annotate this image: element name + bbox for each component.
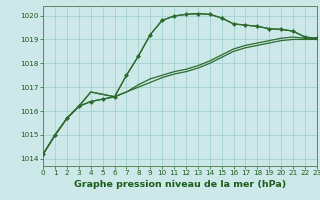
X-axis label: Graphe pression niveau de la mer (hPa): Graphe pression niveau de la mer (hPa) <box>74 180 286 189</box>
